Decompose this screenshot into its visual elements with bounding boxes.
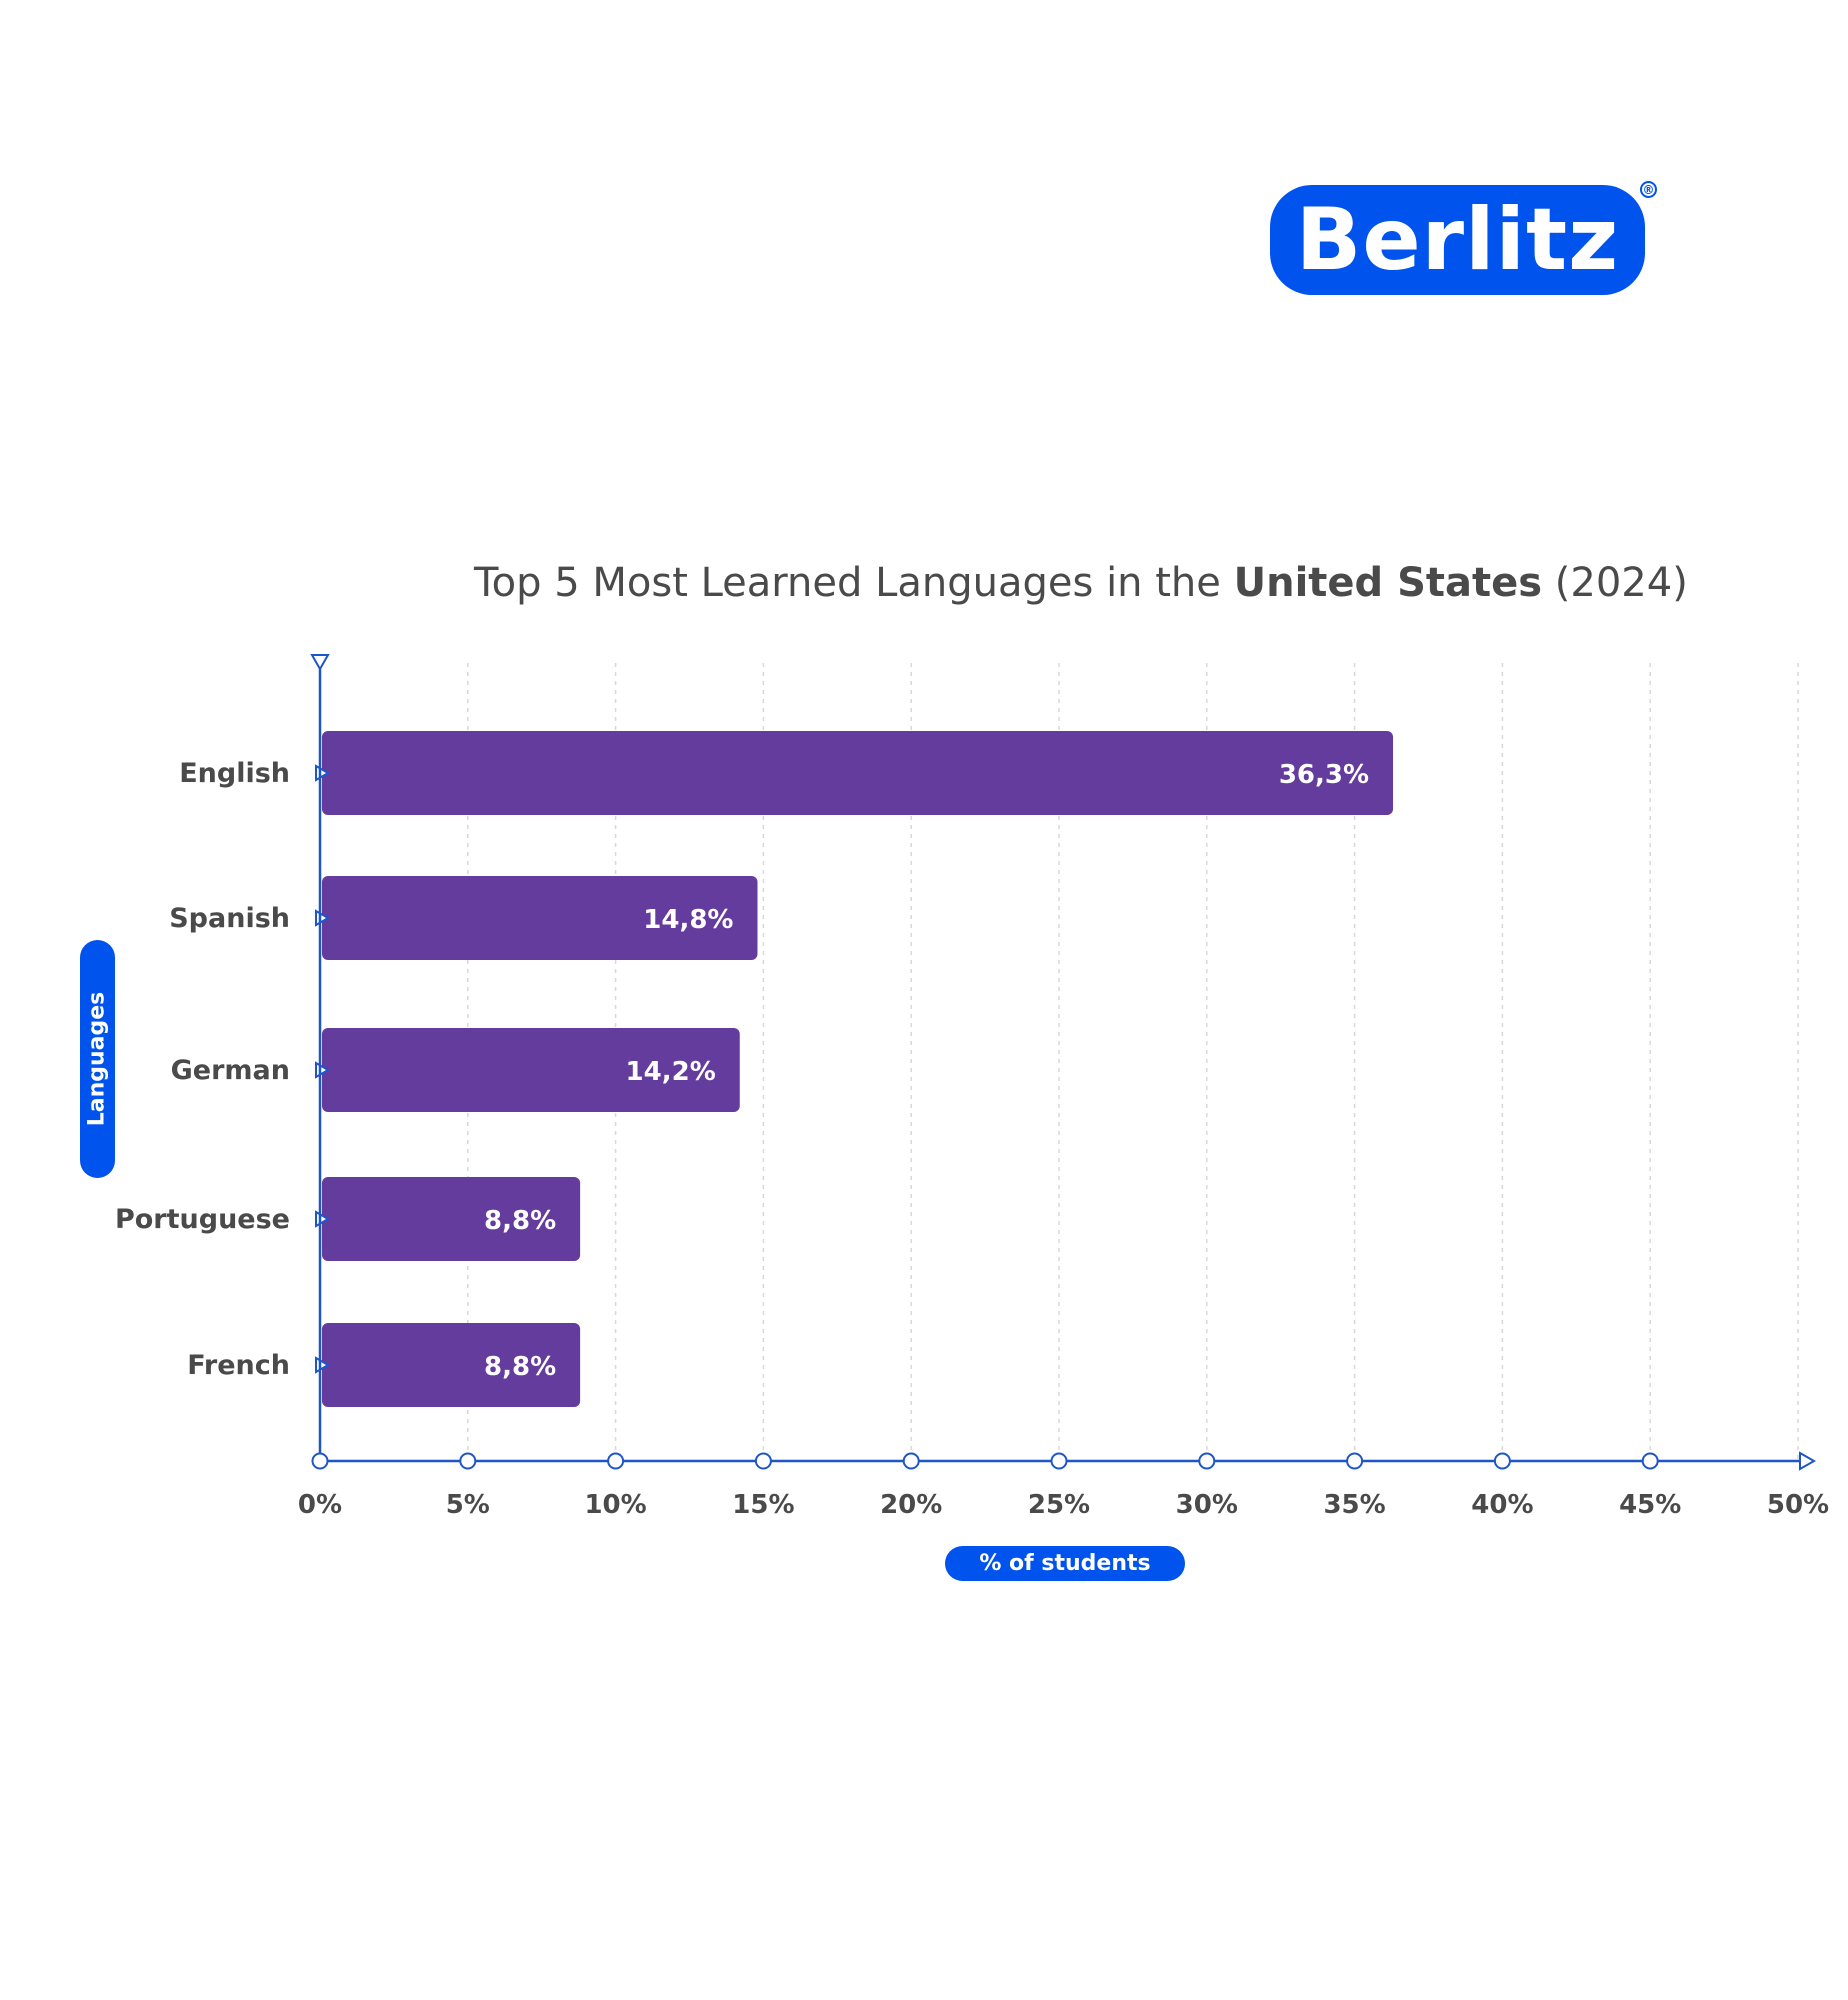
category-label: English	[179, 758, 290, 789]
x-tick-marker	[1493, 1452, 1511, 1470]
bar-value-label: 14,8%	[643, 905, 733, 935]
y-axis-label-pill	[80, 940, 115, 1178]
berlitz-logo: Berlitz	[1270, 185, 1645, 295]
bar	[322, 876, 758, 960]
bar-value-label: 8,8%	[484, 1206, 556, 1236]
category-label: German	[171, 1055, 290, 1086]
x-tick-marker	[1641, 1452, 1659, 1470]
bar-value-label: 14,2%	[626, 1057, 716, 1087]
bar	[322, 1028, 740, 1112]
x-tick-label: 10%	[584, 1490, 646, 1520]
bar	[322, 1323, 581, 1407]
x-tick-marker	[607, 1452, 625, 1470]
category-label: Portuguese	[115, 1204, 290, 1235]
x-tick-marker	[1198, 1452, 1216, 1470]
y-axis-label: Languages	[84, 991, 110, 1127]
x-tick-marker	[754, 1452, 772, 1470]
x-tick-label: 45%	[1619, 1490, 1681, 1520]
chart-title-prefix: Top 5 Most Learned Languages in the	[474, 560, 1234, 606]
chart-title-suffix: (2024)	[1542, 560, 1688, 606]
bar	[322, 731, 1394, 815]
category-label: French	[187, 1350, 290, 1381]
x-axis-label: % of students	[945, 1546, 1185, 1581]
logo-text: Berlitz	[1295, 190, 1620, 290]
x-tick-marker	[1050, 1452, 1068, 1470]
x-tick-label: 15%	[732, 1490, 794, 1520]
x-tick-label: 50%	[1767, 1490, 1829, 1520]
x-tick-label: 35%	[1323, 1490, 1385, 1520]
x-tick-label: 0%	[298, 1490, 342, 1520]
registered-mark: ®	[1640, 181, 1657, 198]
x-tick-marker	[902, 1452, 920, 1470]
x-tick-marker	[311, 1452, 329, 1470]
x-tick-label: 25%	[1028, 1490, 1090, 1520]
category-label: Spanish	[169, 903, 290, 934]
x-tick-marker	[459, 1452, 477, 1470]
chart-title: Top 5 Most Learned Languages in the Unit…	[474, 560, 1688, 606]
bar	[322, 1177, 581, 1261]
x-axis-arrow	[1799, 1451, 1817, 1471]
chart-title-country: United States	[1233, 560, 1543, 606]
y-axis-arrow	[310, 654, 330, 672]
x-tick-label: 5%	[446, 1490, 490, 1520]
bar-value-label: 36,3%	[1279, 760, 1369, 790]
x-tick-marker	[1346, 1452, 1364, 1470]
bar-value-label: 8,8%	[484, 1352, 556, 1382]
x-tick-label: 30%	[1176, 1490, 1238, 1520]
x-tick-label: 40%	[1471, 1490, 1533, 1520]
x-tick-label: 20%	[880, 1490, 942, 1520]
